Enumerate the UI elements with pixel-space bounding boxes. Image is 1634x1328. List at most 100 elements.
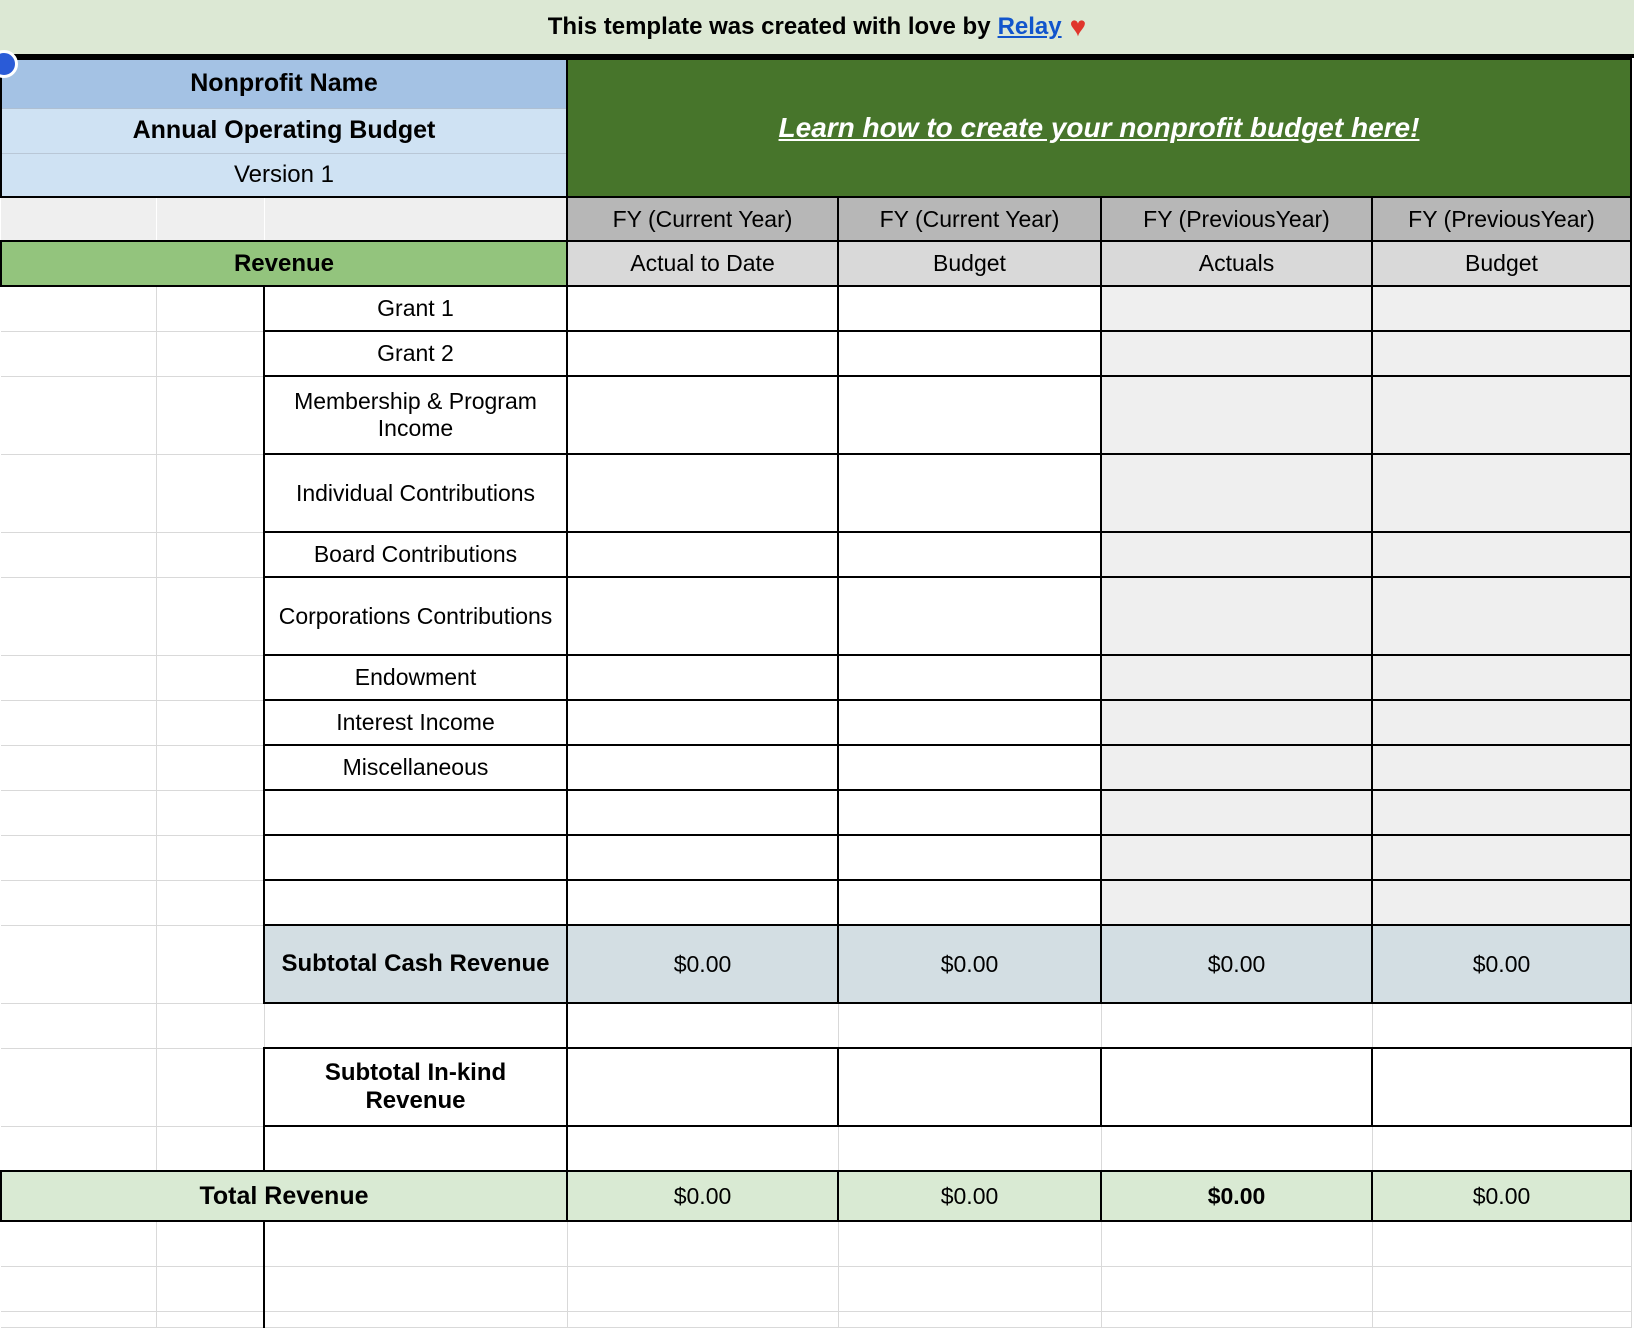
- value-cell[interactable]: [1371, 330, 1632, 377]
- cell[interactable]: [1101, 1266, 1373, 1312]
- line-item-label[interactable]: [263, 879, 568, 926]
- cell[interactable]: [567, 1126, 839, 1172]
- cell[interactable]: [156, 1266, 265, 1312]
- cell[interactable]: [1, 1126, 157, 1172]
- value-cell[interactable]: [566, 834, 839, 881]
- cell[interactable]: [156, 331, 265, 377]
- cell[interactable]: [156, 925, 265, 1004]
- relay-link[interactable]: Relay: [997, 13, 1062, 40]
- cell[interactable]: [838, 1266, 1102, 1312]
- value-cell[interactable]: [837, 744, 1102, 791]
- value-cell[interactable]: [1100, 375, 1373, 455]
- line-item-label[interactable]: Grant 2: [263, 330, 568, 377]
- value-cell[interactable]: [1371, 576, 1632, 656]
- cell[interactable]: [263, 1126, 568, 1172]
- cell[interactable]: [264, 196, 568, 242]
- cell[interactable]: [1, 700, 157, 746]
- cell[interactable]: [156, 700, 265, 746]
- cell[interactable]: [1, 331, 157, 377]
- fy-current-year-header[interactable]: FY (Current Year): [837, 196, 1102, 242]
- value-cell[interactable]: [566, 453, 839, 533]
- value-cell[interactable]: [1100, 531, 1373, 578]
- line-item-label[interactable]: Miscellaneous: [263, 744, 568, 791]
- value-cell[interactable]: [1100, 330, 1373, 377]
- cell[interactable]: [264, 1003, 568, 1049]
- subtotal-inkind-value[interactable]: [566, 1047, 839, 1127]
- value-cell[interactable]: [566, 744, 839, 791]
- cell[interactable]: [156, 1221, 265, 1267]
- value-cell[interactable]: [837, 531, 1102, 578]
- value-cell[interactable]: [1371, 285, 1632, 332]
- cell[interactable]: [1, 454, 157, 533]
- line-item-label[interactable]: [263, 789, 568, 836]
- value-cell[interactable]: [1100, 285, 1373, 332]
- value-cell[interactable]: [837, 654, 1102, 701]
- budget-title-cell[interactable]: Annual Operating Budget: [0, 108, 568, 154]
- subtotal-inkind-value[interactable]: [1371, 1047, 1632, 1127]
- value-cell[interactable]: [566, 330, 839, 377]
- cell[interactable]: [838, 1311, 1102, 1328]
- cell[interactable]: [156, 532, 265, 578]
- value-cell[interactable]: [1371, 531, 1632, 578]
- total-revenue-value[interactable]: $0.00: [837, 1170, 1102, 1222]
- cell[interactable]: [1372, 1311, 1632, 1328]
- line-item-label[interactable]: Membership & Program Income: [263, 375, 568, 455]
- subtotal-cash-value[interactable]: $0.00: [566, 924, 839, 1004]
- cell[interactable]: [1372, 1266, 1632, 1312]
- total-revenue-value[interactable]: $0.00: [566, 1170, 839, 1222]
- cell[interactable]: [156, 454, 265, 533]
- value-cell[interactable]: [837, 453, 1102, 533]
- value-cell[interactable]: [1100, 789, 1373, 836]
- value-cell[interactable]: [1371, 654, 1632, 701]
- cell[interactable]: [156, 196, 265, 242]
- value-cell[interactable]: [837, 576, 1102, 656]
- value-cell[interactable]: [1371, 879, 1632, 926]
- fy-previous-year-header[interactable]: FY (PreviousYear): [1371, 196, 1632, 242]
- total-revenue-label[interactable]: Total Revenue: [0, 1170, 568, 1222]
- cell[interactable]: [1, 1048, 157, 1127]
- value-cell[interactable]: [1100, 744, 1373, 791]
- cell[interactable]: [1, 1311, 157, 1328]
- value-cell[interactable]: [1100, 576, 1373, 656]
- cell[interactable]: [1, 880, 157, 926]
- value-cell[interactable]: [837, 330, 1102, 377]
- value-cell[interactable]: [1100, 699, 1373, 746]
- col-header-budget[interactable]: Budget: [1371, 240, 1632, 287]
- cell[interactable]: [263, 1311, 568, 1328]
- cell[interactable]: [1101, 1221, 1373, 1267]
- cell[interactable]: [838, 1221, 1102, 1267]
- value-cell[interactable]: [566, 789, 839, 836]
- fy-current-year-header[interactable]: FY (Current Year): [566, 196, 839, 242]
- cell[interactable]: [156, 376, 265, 455]
- cell[interactable]: [156, 1048, 265, 1127]
- value-cell[interactable]: [837, 834, 1102, 881]
- cell[interactable]: [1, 1221, 157, 1267]
- cell[interactable]: [1372, 1126, 1632, 1172]
- cell[interactable]: [1372, 1003, 1632, 1049]
- cell[interactable]: [1, 286, 157, 332]
- cell[interactable]: [156, 745, 265, 791]
- cell[interactable]: [838, 1126, 1102, 1172]
- value-cell[interactable]: [837, 879, 1102, 926]
- value-cell[interactable]: [837, 375, 1102, 455]
- cell[interactable]: [156, 577, 265, 656]
- value-cell[interactable]: [837, 699, 1102, 746]
- cell[interactable]: [1, 1266, 157, 1312]
- cell[interactable]: [1, 1003, 157, 1049]
- cell[interactable]: [263, 1266, 568, 1312]
- cell[interactable]: [1, 376, 157, 455]
- subtotal-inkind-label[interactable]: Subtotal In-kind Revenue: [263, 1047, 568, 1127]
- value-cell[interactable]: [566, 375, 839, 455]
- line-item-label[interactable]: Interest Income: [263, 699, 568, 746]
- cell[interactable]: [567, 1221, 839, 1267]
- learn-banner-cell[interactable]: Learn how to create your nonprofit budge…: [566, 58, 1632, 198]
- value-cell[interactable]: [1371, 375, 1632, 455]
- cell[interactable]: [156, 1126, 265, 1172]
- subtotal-cash-label[interactable]: Subtotal Cash Revenue: [263, 924, 568, 1004]
- value-cell[interactable]: [837, 285, 1102, 332]
- value-cell[interactable]: [1371, 699, 1632, 746]
- cell[interactable]: [1, 655, 157, 701]
- cell[interactable]: [156, 790, 265, 836]
- value-cell[interactable]: [1371, 789, 1632, 836]
- cell[interactable]: [156, 880, 265, 926]
